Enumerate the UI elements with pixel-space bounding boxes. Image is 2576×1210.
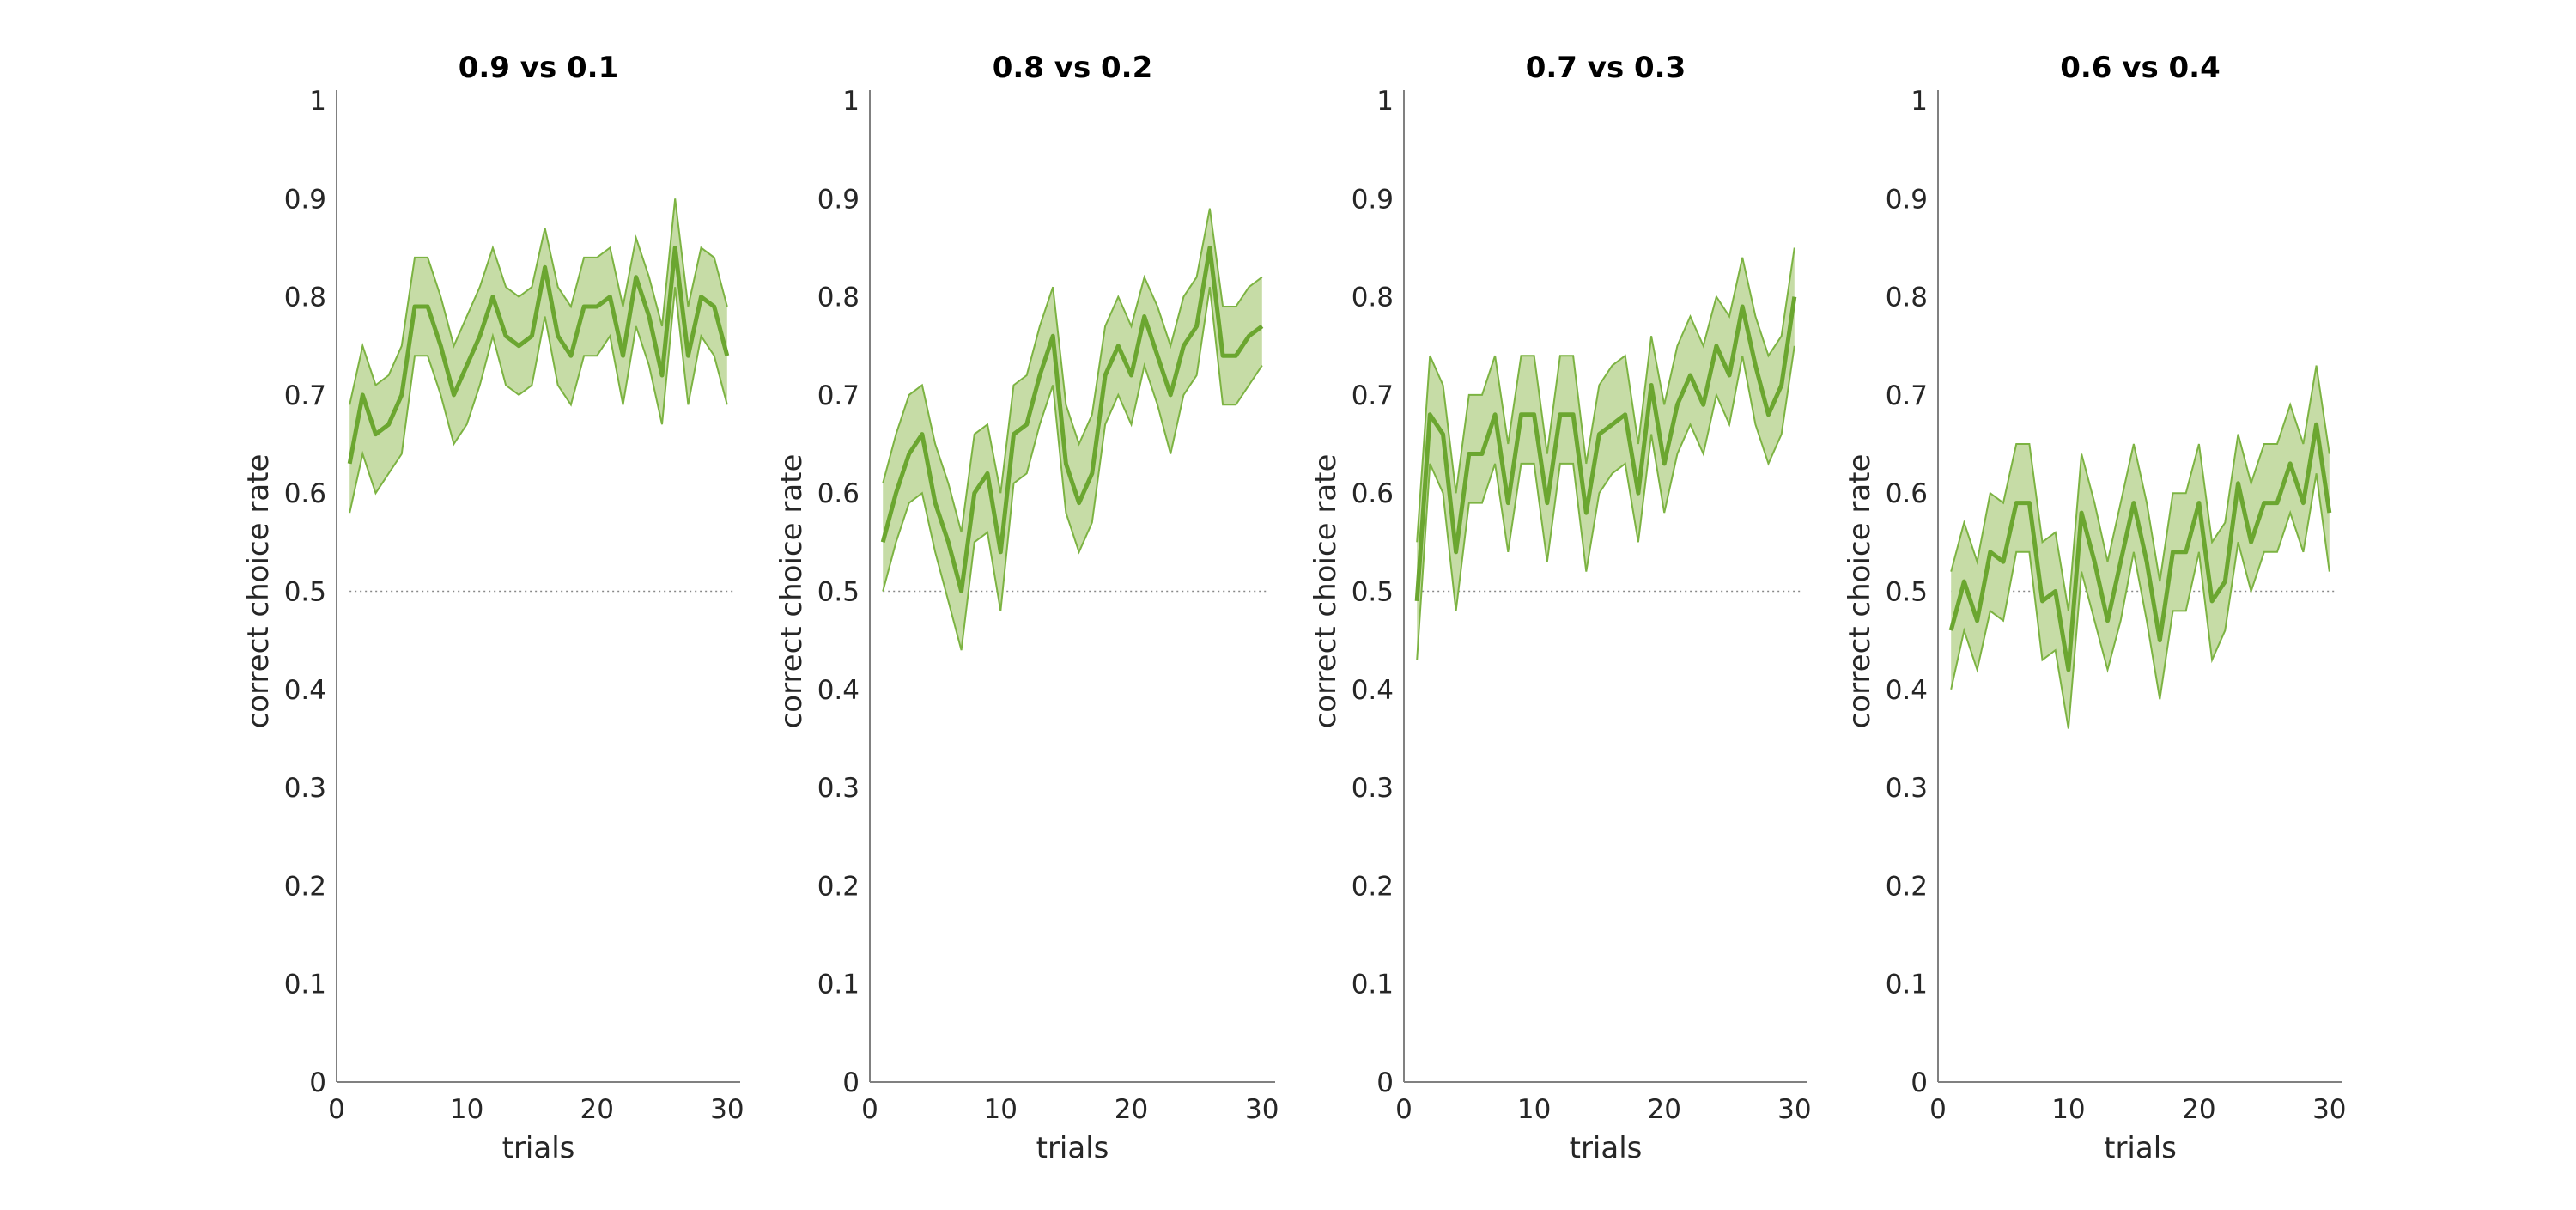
band-lower-edge [1950, 473, 2330, 729]
y-tick-label: 1 [1376, 86, 1394, 117]
mean-line [880, 246, 1264, 593]
y-tick-label: 0.4 [1886, 675, 1928, 706]
chart-panel-4: 00.10.20.30.40.50.60.70.80.910 10 20 300.6 … [1843, 51, 2347, 1165]
y-tick-label: 0.8 [1886, 283, 1928, 313]
y-tick-label: 0 [1376, 1067, 1394, 1098]
x-tick-label: 0 [861, 1094, 878, 1125]
panel-title: 0.9 vs 0.1 [459, 51, 619, 85]
y-tick-label: 0.4 [817, 675, 860, 706]
y-tick-label: 0 [1911, 1067, 1928, 1098]
confidence-band [349, 198, 727, 514]
mean-line [1414, 296, 1797, 602]
y-tick-label: 0.8 [817, 283, 860, 313]
x-tick-label: 20 [1647, 1094, 1680, 1125]
x-tick-label: 10 [450, 1094, 483, 1125]
x-tick-label: 10 [1517, 1094, 1551, 1125]
x-tick-label: 0 [1395, 1094, 1413, 1125]
y-tick-label: 0 [309, 1067, 326, 1098]
chart-panel-3: 00.10.20.30.40.50.60.70.80.910 10 20 300.7 … [1309, 51, 1812, 1165]
y-tick-label: 0.9 [284, 184, 326, 215]
confidence-band [1417, 247, 1795, 660]
y-tick-label: 0.7 [284, 380, 326, 411]
x-axis-label: trials [502, 1131, 575, 1165]
x-tick-label: 30 [1245, 1094, 1279, 1125]
x-tick-label: 30 [2312, 1094, 2346, 1125]
panel-title: 0.6 vs 0.4 [2060, 51, 2221, 85]
y-tick-label: 0.5 [284, 577, 326, 608]
x-tick-label: 0 [328, 1094, 345, 1125]
x-tick-label: 20 [580, 1094, 613, 1125]
x-axis-label: trials [2104, 1131, 2177, 1165]
x-tick-label: 20 [1115, 1094, 1148, 1125]
y-tick-label: 0.6 [1352, 478, 1394, 509]
band-upper-edge [1950, 365, 2330, 611]
y-tick-label: 0.1 [1352, 970, 1394, 1000]
x-tick-label: 20 [2182, 1094, 2215, 1125]
y-axis-label: correct choice rate [1309, 454, 1343, 729]
mean-line [1948, 422, 2332, 672]
y-tick-label: 0.3 [817, 773, 860, 804]
y-tick-label: 0.2 [1352, 871, 1394, 902]
y-tick-label: 0.1 [817, 970, 860, 1000]
panel-title: 0.8 vs 0.2 [993, 51, 1153, 85]
y-tick-label: 0.8 [1352, 283, 1394, 313]
y-tick-label: 0.7 [817, 380, 860, 411]
y-tick-label: 0.4 [1352, 675, 1394, 706]
y-tick-label: 1 [842, 86, 860, 117]
band-upper-edge [882, 208, 1263, 533]
y-tick-label: 0.9 [1886, 184, 1928, 215]
x-tick-label: 0 [1929, 1094, 1947, 1125]
y-tick-label: 0.6 [284, 478, 326, 509]
y-tick-label: 0.8 [284, 283, 326, 313]
y-tick-label: 0.5 [817, 577, 860, 608]
band-lower-edge [1416, 345, 1795, 660]
panel-title: 0.7 vs 0.3 [1526, 51, 1686, 85]
y-tick-label: 0 [842, 1067, 860, 1098]
chart-panel-2: 00.10.20.30.40.50.60.70.80.910 10 20 300.8 … [775, 51, 1279, 1165]
y-tick-label: 0.3 [1886, 773, 1928, 804]
x-tick-label: 30 [710, 1094, 744, 1125]
x-tick-label: 10 [2051, 1094, 2085, 1125]
y-tick-label: 0.3 [284, 773, 326, 804]
x-axis-label: trials [1570, 1131, 1643, 1165]
y-tick-label: 0.6 [1886, 478, 1928, 509]
y-tick-label: 0.7 [1352, 380, 1394, 411]
y-tick-label: 0.2 [284, 871, 326, 902]
x-axis-label: trials [1036, 1131, 1109, 1165]
chart-panels: 00.10.20.30.40.50.60.70.80.910 10 20 300.9 … [241, 51, 2347, 1165]
y-tick-label: 0.2 [1886, 871, 1928, 902]
chart-panel-1: 00.10.20.30.40.50.60.70.80.910 10 20 300.9 … [241, 51, 744, 1165]
y-tick-label: 0.6 [817, 478, 860, 509]
x-tick-label: 30 [1777, 1094, 1811, 1125]
x-tick-label: 10 [984, 1094, 1018, 1125]
y-tick-label: 1 [309, 86, 326, 117]
y-tick-label: 0.3 [1352, 773, 1394, 804]
y-tick-label: 0.7 [1886, 380, 1928, 411]
band-upper-edge [349, 198, 728, 405]
band-upper-edge [1416, 247, 1795, 543]
y-axis-label: correct choice rate [1843, 454, 1877, 729]
band-lower-edge [349, 287, 728, 514]
confidence-band [1951, 365, 2330, 729]
band-lower-edge [882, 287, 1263, 651]
y-tick-label: 0.2 [817, 871, 860, 902]
mean-line [347, 246, 730, 465]
y-tick-label: 0.1 [1886, 970, 1928, 1000]
y-tick-label: 1 [1911, 86, 1928, 117]
y-axis-label: correct choice rate [241, 454, 276, 729]
y-tick-label: 0.5 [1886, 577, 1928, 608]
y-axis-label: correct choice rate [775, 454, 809, 729]
y-tick-label: 0.1 [284, 970, 326, 1000]
y-tick-label: 0.9 [1352, 184, 1394, 215]
y-tick-label: 0.5 [1352, 577, 1394, 608]
confidence-band [883, 208, 1262, 651]
y-tick-label: 0.4 [284, 675, 326, 706]
y-tick-label: 0.9 [817, 184, 860, 215]
